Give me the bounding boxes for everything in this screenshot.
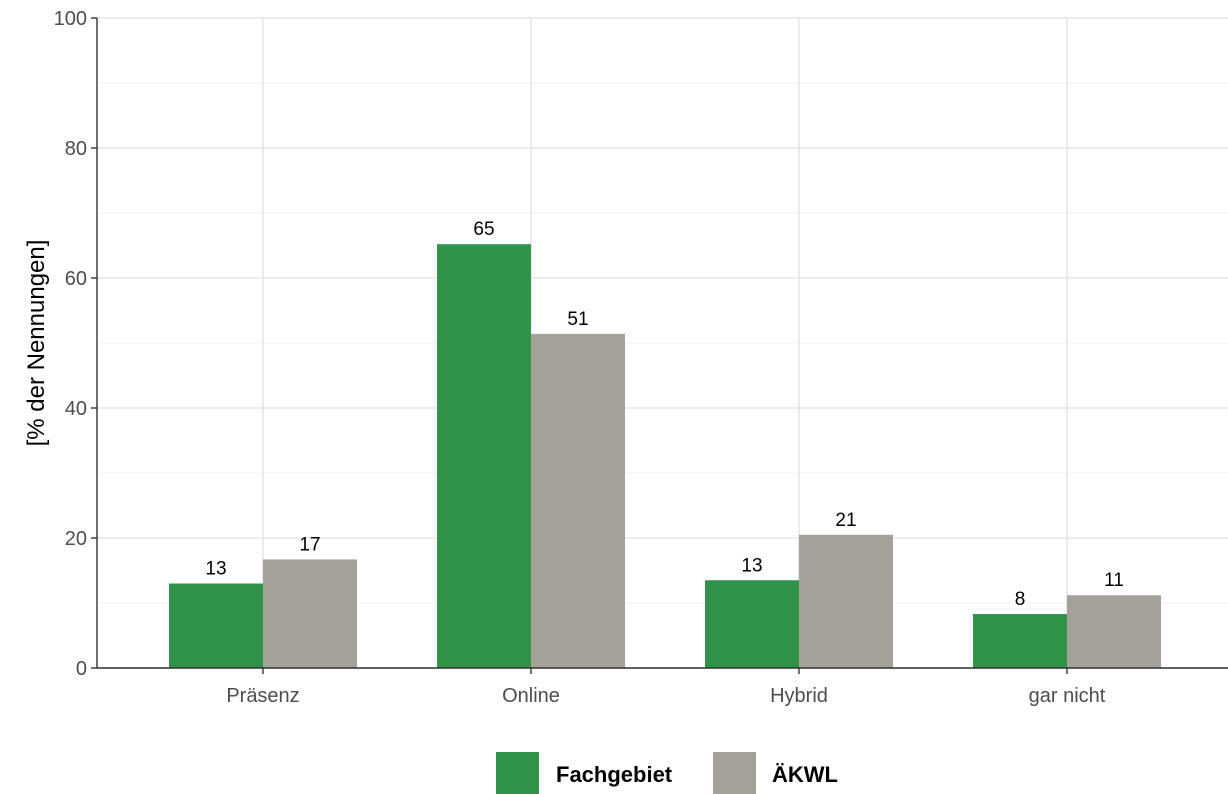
value-labels: 13 17 65 51 13 21 8 11	[205, 219, 1123, 610]
y-ticks: 0 20 40 60 80 100	[54, 8, 97, 680]
legend: Fachgebiet ÄKWL	[496, 752, 838, 794]
bar-aekwl-gar-nicht	[1067, 595, 1161, 668]
bars	[169, 244, 1161, 668]
x-ticks: Präsenz Online Hybrid gar nicht	[226, 668, 1106, 707]
value-label-aekwl-gar-nicht: 11	[1104, 570, 1124, 591]
bar-fachgebiet-online	[437, 244, 531, 668]
bar-fachgebiet-praesenz	[169, 583, 263, 668]
value-label-fachgebiet-online: 65	[473, 219, 494, 240]
value-label-aekwl-hybrid: 21	[835, 510, 856, 531]
x-tick-label-hybrid: Hybrid	[770, 685, 828, 707]
y-tick-label: 100	[54, 8, 87, 30]
x-tick-label-gar-nicht: gar nicht	[1029, 685, 1106, 707]
legend-swatch-akwl	[713, 752, 756, 794]
bar-aekwl-online	[531, 333, 625, 668]
bar-fachgebiet-hybrid	[705, 580, 799, 668]
y-tick-label: 60	[65, 268, 87, 290]
bar-aekwl-hybrid	[799, 534, 893, 668]
bar-aekwl-praesenz	[263, 559, 357, 668]
legend-swatch-fachgebiet	[496, 752, 539, 794]
x-tick-label-online: Online	[502, 685, 560, 707]
y-tick-label: 40	[65, 398, 87, 420]
x-tick-label-praesenz: Präsenz	[226, 685, 299, 707]
axes	[96, 18, 1228, 669]
value-label-aekwl-online: 51	[567, 309, 588, 330]
legend-label-akwl: ÄKWL	[772, 762, 838, 787]
y-tick-label: 20	[65, 528, 87, 550]
y-axis-title: [% der Nennungen]	[23, 240, 50, 447]
y-tick-label: 80	[65, 138, 87, 160]
value-label-fachgebiet-praesenz: 13	[205, 559, 226, 580]
legend-label-fachgebiet: Fachgebiet	[556, 762, 673, 787]
value-label-fachgebiet-hybrid: 13	[741, 555, 762, 576]
value-label-aekwl-praesenz: 17	[299, 534, 320, 555]
value-label-fachgebiet-gar-nicht: 8	[1015, 589, 1026, 610]
bar-fachgebiet-gar-nicht	[973, 614, 1067, 668]
y-tick-label: 0	[76, 658, 87, 680]
